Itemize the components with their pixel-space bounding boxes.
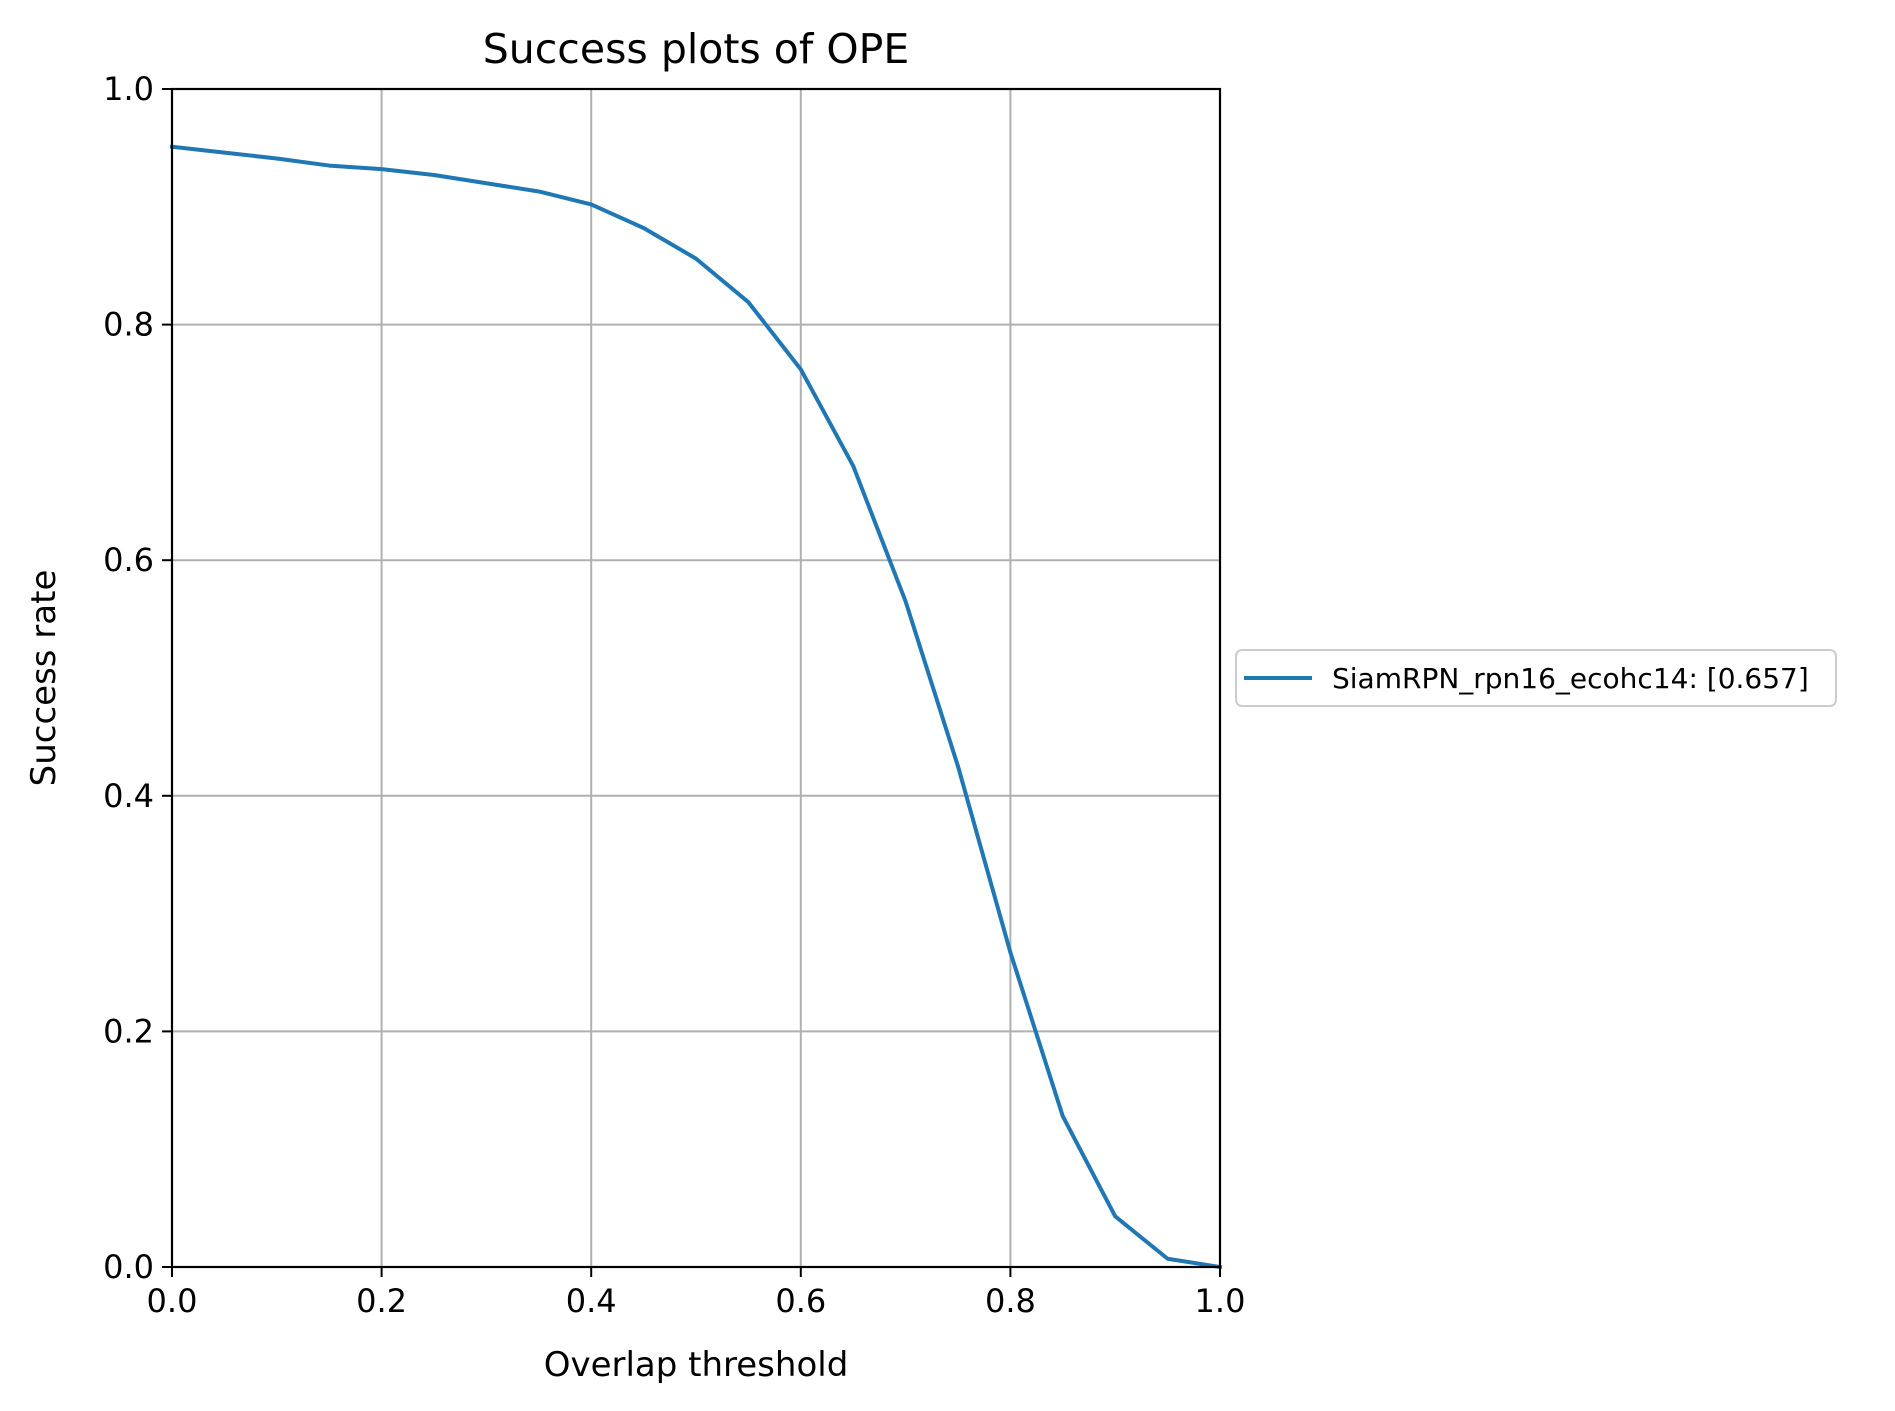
legend: SiamRPN_rpn16_ecohc14: [0.657] <box>1235 649 1837 707</box>
y-axis: 0.0 0.2 0.4 0.6 0.8 1.0 <box>103 70 172 1286</box>
y-tick-label-5: 1.0 <box>103 70 154 108</box>
x-tick-label-4: 0.8 <box>985 1282 1036 1320</box>
x-tick-label-1: 0.2 <box>356 1282 407 1320</box>
x-tick-label-2: 0.4 <box>566 1282 617 1320</box>
x-tick-label-5: 1.0 <box>1195 1282 1246 1320</box>
y-axis-label: Success rate <box>24 570 64 787</box>
y-tick-label-3: 0.6 <box>103 541 154 579</box>
y-tick-label-2: 0.4 <box>103 777 154 815</box>
chart-title: Success plots of OPE <box>483 25 910 73</box>
y-tick-label-0: 0.0 <box>103 1248 154 1286</box>
series-line-0 <box>169 144 1223 1270</box>
y-tick-label-4: 0.8 <box>103 306 154 344</box>
legend-box <box>1235 649 1837 707</box>
x-tick-label-3: 0.6 <box>775 1282 826 1320</box>
grid-lines <box>171 88 1221 1268</box>
y-tick-label-1: 0.2 <box>103 1012 154 1050</box>
plot-frame <box>170 87 1222 1269</box>
legend-label-0: SiamRPN_rpn16_ecohc14: [0.657] <box>1332 662 1809 695</box>
x-axis: 0.0 0.2 0.4 0.6 0.8 1.0 <box>147 1267 1246 1320</box>
x-tick-label-0: 0.0 <box>147 1282 198 1320</box>
x-axis-label: Overlap threshold <box>544 1345 849 1385</box>
series-lines <box>169 144 1223 1270</box>
